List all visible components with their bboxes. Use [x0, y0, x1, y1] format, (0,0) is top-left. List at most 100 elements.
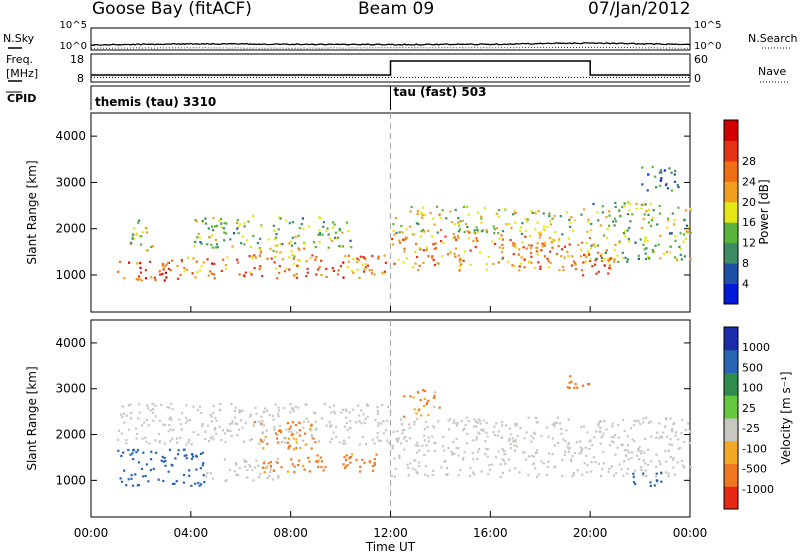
power-echo-cell [513, 264, 516, 268]
velocity-echo-cell [278, 429, 281, 433]
power-echo-cell [498, 237, 501, 240]
velocity-echo-cell [414, 468, 417, 471]
velocity-echo-cell [508, 427, 512, 430]
power-echo-cell [597, 270, 600, 273]
velocity-echo-cell [249, 413, 253, 416]
velocity-echo-cell [150, 458, 153, 461]
power-ytick-label: 1000 [55, 268, 86, 282]
power-echo-cell [322, 221, 325, 224]
power-echo-cell [648, 208, 651, 211]
power-echo-cell [167, 261, 170, 264]
power-echo-cell [144, 269, 147, 272]
power-echo-cell [211, 272, 214, 275]
velocity-echo-cell [401, 429, 404, 432]
velocity-echo-cell [423, 428, 426, 431]
power-echo-cell [452, 237, 455, 240]
velocity-echo-cell [472, 439, 475, 442]
power-echo-cell [628, 240, 631, 243]
velocity-echo-cell [377, 439, 380, 442]
power-echo-cell [647, 173, 650, 176]
power-echo-cell [226, 256, 229, 259]
power-echo-cell [658, 184, 662, 187]
velocity-echo-cell [340, 411, 343, 414]
power-echo-cell [432, 217, 435, 220]
beam-title: Beam 09 [358, 0, 435, 19]
velocity-echo-cell [622, 418, 625, 421]
power-echo-cell [547, 266, 550, 269]
power-echo-cell [605, 236, 609, 239]
power-echo-cell [392, 223, 395, 226]
power-echo-cell [250, 255, 253, 258]
velocity-echo-cell [680, 459, 684, 463]
velocity-echo-cell [507, 458, 510, 461]
power-echo-cell [459, 258, 462, 261]
power-echo-cell [363, 267, 366, 270]
velocity-echo-cell [246, 468, 249, 472]
velocity-echo-cell [530, 435, 533, 438]
velocity-echo-cell [680, 432, 683, 435]
power-echo-cell [558, 239, 561, 242]
power-echo-cell [453, 223, 456, 226]
velocity-echo-cell [282, 407, 285, 410]
power-echo-cell [279, 243, 282, 246]
power-echo-cell [454, 208, 457, 212]
power-echo-cell [333, 223, 336, 226]
velocity-echo-cell [208, 440, 211, 443]
power-echo-cell [456, 234, 460, 238]
velocity-echo-cell [315, 427, 318, 430]
velocity-echo-cell [258, 442, 261, 445]
velocity-echo-cell [478, 432, 481, 435]
velocity-echo-cell [414, 459, 417, 462]
velocity-echo-cell [673, 473, 676, 476]
power-echo-cell [624, 230, 627, 233]
power-echo-cell [305, 260, 308, 263]
velocity-echo-cell [276, 461, 279, 464]
velocity-echo-cell [485, 447, 488, 450]
power-echo-cell [296, 264, 299, 267]
power-echo-cell [433, 247, 436, 250]
power-echo-cell [521, 241, 524, 244]
velocity-echo-cell [292, 437, 295, 440]
power-echo-cell [421, 216, 424, 219]
power-echo-cell [214, 246, 217, 249]
velocity-echo-cell [269, 460, 272, 464]
velocity-echo-cell [477, 431, 480, 434]
power-echo-cell [593, 245, 596, 248]
velocity-echo-cell [668, 443, 671, 446]
power-echo-cell [472, 240, 475, 243]
power-echo-cell [243, 243, 246, 246]
velocity-echo-cell [396, 440, 399, 443]
velocity-echo-cell [149, 468, 152, 472]
power-echo-cell [204, 222, 208, 225]
power-echo-cell [644, 252, 647, 255]
power-echo-cell [169, 269, 172, 272]
velocity-echo-cell [484, 440, 487, 443]
power-echo-cell [450, 221, 454, 224]
power-echo-cell [679, 253, 682, 256]
velocity-echo-cell [272, 418, 275, 421]
velocity-echo-cell [244, 460, 247, 464]
power-echo-cell [467, 213, 470, 216]
velocity-echo-cell [537, 473, 541, 476]
velocity-echo-cell [310, 434, 313, 437]
velocity-echo-cell [633, 469, 636, 472]
velocity-echo-cell [149, 409, 152, 412]
power-echo-cell [596, 211, 599, 214]
velocity-echo-cell [277, 477, 280, 480]
power-echo-cell [337, 269, 340, 272]
power-echo-cell [436, 262, 439, 265]
velocity-echo-cell [570, 460, 573, 463]
power-echo-cell [405, 257, 408, 260]
power-echo-cell [272, 249, 275, 252]
power-echo-cell [652, 209, 655, 212]
velocity-colorbar-tick: 500 [742, 361, 763, 374]
velocity-echo-cell [150, 450, 153, 453]
power-echo-cell [533, 267, 536, 270]
power-echo-cell [476, 230, 479, 233]
power-echo-cell [537, 232, 541, 235]
power-echo-cell [306, 271, 309, 274]
velocity-echo-cell [335, 426, 338, 429]
velocity-echo-cell [533, 455, 536, 458]
velocity-echo-cell [581, 384, 585, 387]
velocity-echo-cell [220, 438, 223, 441]
